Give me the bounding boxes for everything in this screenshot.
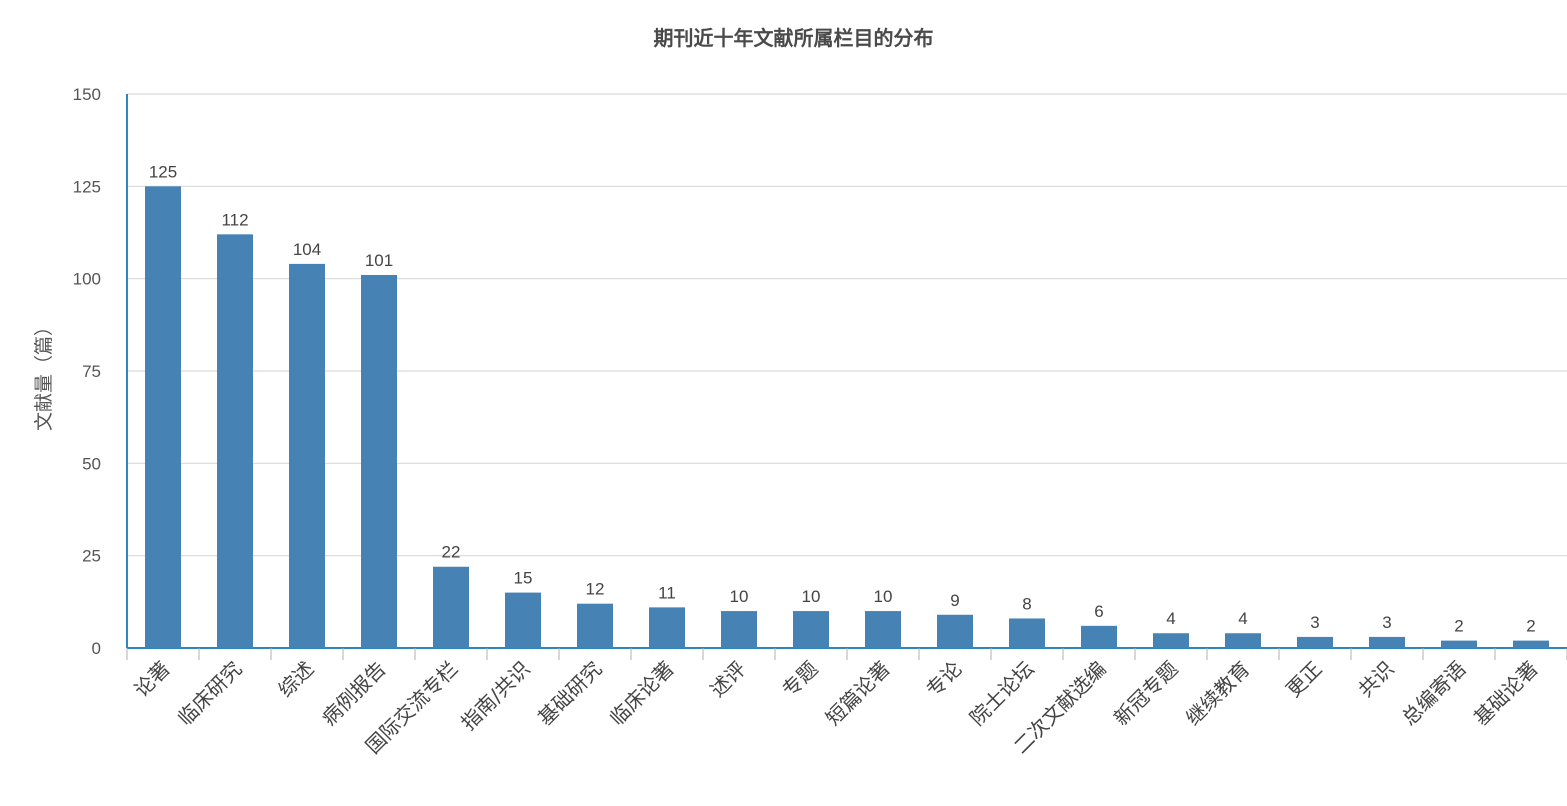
bar-6 <box>505 592 541 648</box>
x-tick-label: 基础研究 <box>533 657 607 731</box>
bar-5 <box>433 566 469 648</box>
y-tick-label: 150 <box>73 85 101 104</box>
x-tick-label: 临床研究 <box>173 657 247 731</box>
bars <box>145 186 1549 649</box>
x-tick-label: 专题 <box>777 657 822 702</box>
y-axis-title: 文献量（篇） <box>33 317 55 431</box>
y-tick-label: 25 <box>82 547 101 566</box>
data-label: 10 <box>802 587 821 606</box>
data-label: 125 <box>149 162 177 181</box>
x-tick-label: 指南/共识 <box>456 657 534 735</box>
x-tick-label: 临床论著 <box>605 657 679 731</box>
y-tick-label: 75 <box>82 362 101 381</box>
data-label: 4 <box>1238 609 1247 628</box>
x-tick-label: 专论 <box>921 657 966 702</box>
x-tick-label: 新冠专题 <box>1109 657 1183 731</box>
bar-10 <box>793 611 829 648</box>
y-tick-label: 125 <box>73 177 101 196</box>
bar-15 <box>1153 633 1189 648</box>
data-label: 104 <box>293 240 321 259</box>
bar-3 <box>289 263 325 648</box>
x-tick-label: 总编寄语 <box>1397 657 1471 731</box>
bar-19 <box>1441 640 1477 648</box>
data-label: 2 <box>1526 617 1535 636</box>
data-label: 22 <box>442 543 461 562</box>
bar-8 <box>649 607 685 648</box>
bar-13 <box>1009 618 1045 648</box>
axes <box>126 94 1567 660</box>
data-label: 9 <box>950 591 959 610</box>
data-label: 4 <box>1166 609 1175 628</box>
y-tick-label: 50 <box>82 454 101 473</box>
bar-4 <box>361 274 397 648</box>
bar-17 <box>1297 636 1333 648</box>
bar-11 <box>865 611 901 648</box>
bar-16 <box>1225 633 1261 648</box>
x-tick-label: 论著 <box>129 657 174 702</box>
data-label: 3 <box>1382 613 1391 632</box>
data-label: 11 <box>658 583 676 602</box>
y-tick-label: 100 <box>73 270 101 289</box>
bar-7 <box>577 603 613 648</box>
data-label: 3 <box>1310 613 1319 632</box>
data-label: 6 <box>1094 602 1103 621</box>
x-tick-label: 更正 <box>1281 657 1326 702</box>
data-label: 12 <box>586 580 605 599</box>
bar-14 <box>1081 625 1117 648</box>
x-tick-label: 继续教育 <box>1181 657 1255 731</box>
x-tick-label: 病例报告 <box>317 657 391 731</box>
data-label: 15 <box>514 569 533 588</box>
bar-18 <box>1369 636 1405 648</box>
data-label: 10 <box>874 587 893 606</box>
chart-title: 期刊近十年文献所属栏目的分布 <box>653 26 934 50</box>
x-tick-label: 共识 <box>1353 657 1398 702</box>
x-tick-label: 综述 <box>273 657 318 702</box>
data-label: 112 <box>221 210 248 229</box>
x-tick-label: 短篇论著 <box>821 657 895 731</box>
bar-12 <box>937 614 973 648</box>
data-label: 101 <box>365 251 393 270</box>
data-label: 2 <box>1454 617 1463 636</box>
data-label: 10 <box>730 587 749 606</box>
bar-20 <box>1513 640 1549 648</box>
x-tick-label: 基础论著 <box>1469 657 1543 731</box>
y-tick-label: 0 <box>92 639 101 658</box>
bar-2 <box>217 234 253 648</box>
data-label: 8 <box>1022 594 1031 613</box>
x-tick-label: 院士论坛 <box>965 657 1039 731</box>
grid-lines <box>127 93 1567 557</box>
bar-9 <box>721 611 757 648</box>
x-tick-label: 述评 <box>705 657 750 702</box>
bar-1 <box>145 186 181 649</box>
